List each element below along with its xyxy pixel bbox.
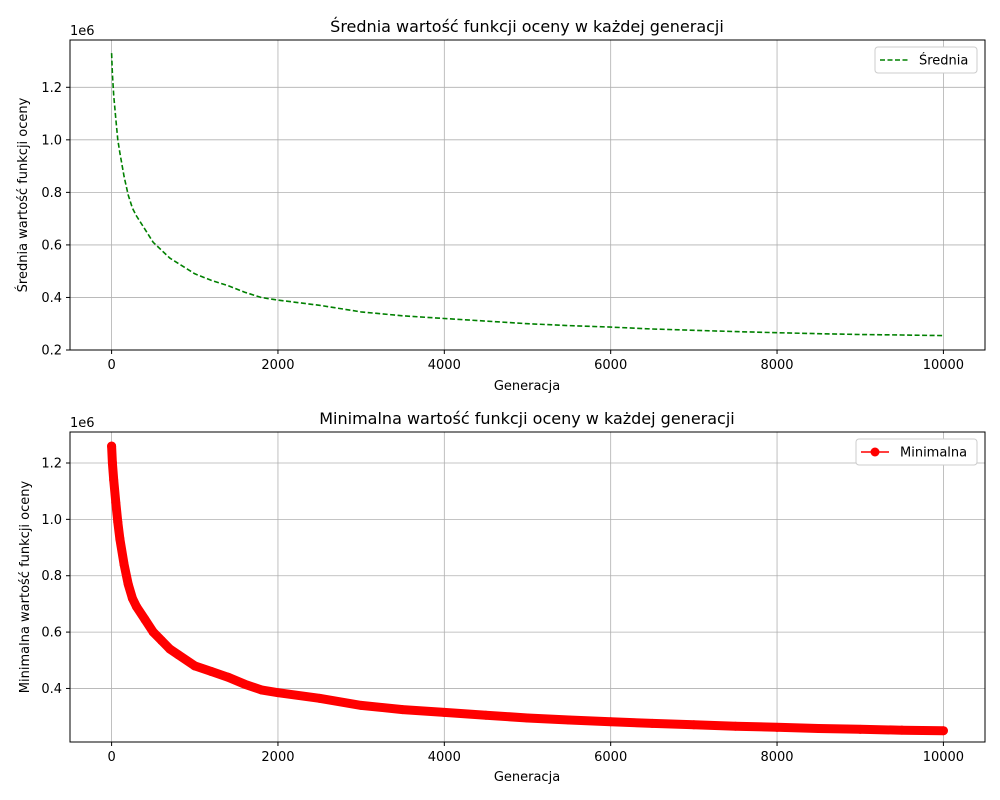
x-tick-label: 10000 <box>923 750 964 765</box>
y-tick-label: 0.8 <box>41 569 62 584</box>
data-point <box>132 602 142 612</box>
data-point <box>119 559 129 569</box>
x-tick-label: 2000 <box>261 750 294 765</box>
x-tick-label: 6000 <box>594 750 627 765</box>
data-point <box>173 650 183 660</box>
data-point <box>107 441 117 451</box>
series-band <box>107 441 948 736</box>
x-tick-label: 0 <box>107 358 115 373</box>
ticks: 0 2000 4000 6000 8000 10000 0.2 0.4 0.6 0.8 1.0 1.2 <box>41 81 964 373</box>
ticks: 0 2000 4000 6000 8000 10000 0.4 0.6 0.8 1.0 1.2 <box>41 457 964 766</box>
legend-box <box>874 46 978 74</box>
chart-title: Minimalna wartość funkcji oceny w każdej… <box>319 409 734 428</box>
data-point <box>115 534 125 544</box>
y-tick-label: 1.2 <box>41 457 62 472</box>
data-point <box>107 458 117 468</box>
data-point <box>439 707 449 717</box>
y-tick-label: 1.0 <box>41 513 62 528</box>
x-axis-label: Generacja <box>494 379 560 394</box>
legend-label: Średnia <box>919 53 968 69</box>
y-axis-label: Średnia wartość funkcji oceny <box>15 97 31 292</box>
series-layer <box>107 441 948 736</box>
y-tick-label: 0.4 <box>41 291 62 306</box>
x-tick-label: 0 <box>107 750 115 765</box>
series-layer <box>110 53 944 337</box>
data-point <box>148 627 158 637</box>
chart-mean: Średnia wartość funkcji oceny w każdej g… <box>15 17 986 394</box>
x-axis-label: Generacja <box>494 770 560 785</box>
y-tick-label: 1.2 <box>41 81 62 96</box>
data-point <box>772 722 782 732</box>
series-line <box>110 53 944 337</box>
legend-marker <box>870 447 880 457</box>
data-point <box>113 517 123 527</box>
data-point <box>140 614 150 624</box>
data-point <box>111 497 121 507</box>
data-point <box>127 593 137 603</box>
grid <box>70 40 985 351</box>
data-point <box>315 693 325 703</box>
legend: Średnia <box>874 46 978 74</box>
data-point <box>897 725 907 735</box>
data-point <box>165 644 175 654</box>
y-tick-label: 0.2 <box>41 344 62 359</box>
legend-box <box>855 438 978 466</box>
legend-label: Minimalna <box>900 446 967 461</box>
x-tick-label: 8000 <box>760 358 793 373</box>
chart-title: Średnia wartość funkcji oceny w każdej g… <box>330 17 724 36</box>
data-point <box>356 700 366 710</box>
data-point <box>814 723 824 733</box>
y-tick-label: 1.0 <box>41 133 62 148</box>
data-point <box>206 667 216 677</box>
plot-frame <box>69 431 986 743</box>
data-point <box>938 726 948 736</box>
x-tick-label: 4000 <box>428 358 461 373</box>
data-point <box>273 688 283 698</box>
data-point <box>564 715 574 725</box>
legend: Minimalna <box>855 438 978 466</box>
y-tick-label: 0.6 <box>41 238 62 253</box>
plot-frame <box>69 39 986 351</box>
x-tick-label: 2000 <box>261 358 294 373</box>
data-point <box>240 679 250 689</box>
x-tick-label: 8000 <box>760 750 793 765</box>
data-point <box>689 720 699 730</box>
data-point <box>190 661 200 671</box>
y-tick-label: 0.4 <box>41 682 62 697</box>
data-point <box>109 475 119 485</box>
x-tick-label: 10000 <box>923 358 964 373</box>
data-point <box>606 717 616 727</box>
data-point <box>647 718 657 728</box>
data-point <box>223 672 233 682</box>
data-point <box>730 721 740 731</box>
data-point <box>523 713 532 723</box>
data-point <box>157 636 166 646</box>
y-offset-label: 1e6 <box>70 24 95 39</box>
y-tick-label: 0.6 <box>41 626 62 641</box>
y-tick-label: 0.8 <box>41 186 62 201</box>
data-point <box>855 724 865 734</box>
grid <box>70 432 985 742</box>
x-tick-label: 4000 <box>428 750 461 765</box>
data-point <box>398 705 408 715</box>
data-point <box>256 685 266 695</box>
chart-min: Minimalna wartość funkcji oceny w każdej… <box>18 409 986 785</box>
data-point <box>123 579 133 589</box>
data-point <box>481 710 491 720</box>
y-axis-label: Minimalna wartość funkcji oceny <box>18 480 33 693</box>
y-offset-label: 1e6 <box>70 416 95 431</box>
x-tick-label: 6000 <box>594 358 627 373</box>
